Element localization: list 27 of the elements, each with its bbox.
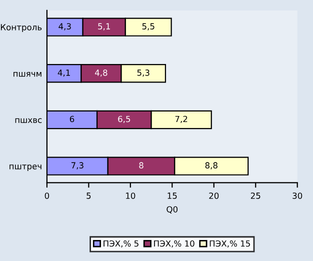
x-tick-label: 0 [44, 192, 50, 199]
y-tick-label: пшячм [14, 72, 42, 77]
legend-label: ПЭХ,% 10 [154, 240, 194, 248]
x-axis-title: Q0 [166, 206, 178, 214]
data-label: 8,8 [205, 162, 218, 170]
data-label: 6 [70, 116, 74, 122]
legend-label: ПЭХ,% 15 [210, 240, 250, 248]
data-label: 8 [139, 162, 144, 168]
x-tick-label: 20 [209, 192, 219, 199]
data-label: 4,3 [58, 23, 71, 30]
y-tick-label: пштреч [10, 164, 42, 171]
x-tick-label: 25 [250, 192, 260, 199]
y-tick-label: Контроль [0, 24, 42, 32]
data-label: 7,3 [71, 162, 84, 170]
data-label: 5,1 [98, 23, 110, 30]
y-tick-label: пшхвс [15, 118, 42, 124]
data-label: 6,5 [118, 116, 130, 124]
x-tick-label: 5 [86, 192, 91, 199]
data-label: 4,8 [94, 70, 108, 77]
data-label: 4,1 [58, 70, 70, 77]
data-label: 7,2 [175, 116, 188, 124]
legend-label: ПЭХ,% 5 [104, 240, 138, 248]
data-label: 5,5 [142, 23, 154, 30]
x-tick-label: 15 [168, 192, 177, 199]
x-tick-label: 10 [126, 192, 136, 199]
data-label: 5,3 [137, 70, 150, 77]
x-tick-label: 30 [292, 192, 302, 199]
